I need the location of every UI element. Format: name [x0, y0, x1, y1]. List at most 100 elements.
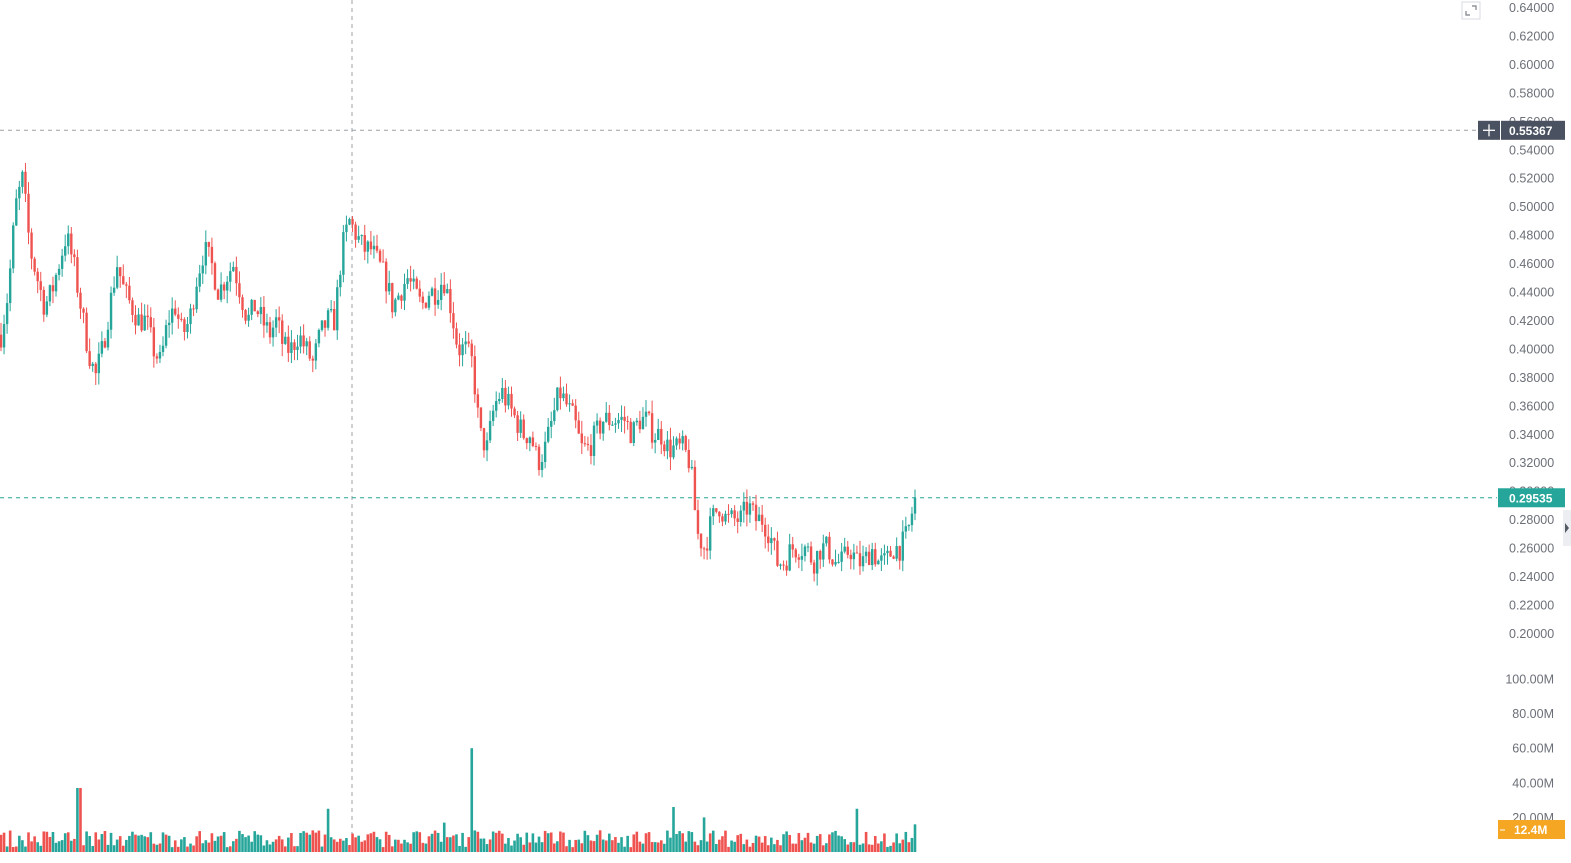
volume-bar — [522, 844, 526, 852]
volume-bar — [354, 837, 357, 852]
candle-body — [357, 236, 360, 240]
volume-bar — [384, 831, 388, 852]
candle-body — [140, 314, 143, 331]
candle-body — [522, 419, 525, 439]
volume-bar — [378, 839, 382, 852]
candle-body — [770, 538, 773, 544]
candle-body — [180, 318, 183, 320]
candle-body — [409, 278, 412, 282]
volume-bar — [118, 836, 122, 852]
volume-bar — [666, 830, 669, 852]
candle-body — [699, 533, 703, 549]
volume-bar — [296, 846, 299, 852]
candle-body — [495, 401, 498, 411]
expand-icon[interactable] — [1461, 1, 1481, 20]
volume-bar — [63, 833, 67, 852]
volume-bar — [895, 833, 898, 852]
volume-bar — [430, 833, 434, 852]
candle-body — [800, 556, 804, 560]
candle-body — [274, 317, 278, 328]
candle-body — [910, 513, 914, 526]
volume-bar — [650, 842, 654, 852]
volume-bar — [568, 839, 571, 852]
volume-bar — [549, 832, 553, 852]
candle-body — [222, 284, 226, 291]
volume-bar — [889, 845, 892, 852]
volume-bar — [467, 837, 470, 852]
volume-bar — [18, 835, 21, 852]
volume-bar — [821, 845, 825, 852]
candle-body — [455, 328, 458, 345]
last-price-tag: 0.29535 — [1498, 488, 1565, 508]
volume-bar — [880, 841, 883, 852]
candle-body — [602, 421, 605, 434]
candle-body — [663, 444, 666, 452]
candle-body — [754, 504, 758, 522]
volume-bar — [488, 839, 492, 852]
candle-body — [767, 536, 770, 544]
candle-body — [653, 439, 657, 443]
price-tick-label: 0.24000 — [1509, 570, 1554, 584]
candle-body — [467, 341, 470, 344]
volume-bar — [302, 831, 305, 852]
volume-bar — [33, 836, 36, 852]
price-axis[interactable]: 0.640000.620000.600000.580000.560000.540… — [1509, 1, 1554, 641]
candle-body — [776, 540, 779, 566]
candle-body — [660, 428, 663, 445]
volume-bar — [675, 834, 678, 852]
candle-body — [70, 233, 73, 255]
candle-body — [177, 314, 180, 319]
candle-body — [348, 218, 351, 225]
candle-body — [30, 232, 33, 259]
volume-bar — [131, 831, 134, 852]
volume-bar — [433, 830, 437, 852]
candle-body — [629, 421, 632, 443]
candle-body — [232, 266, 235, 272]
candle-body — [528, 437, 532, 444]
candle-body — [103, 341, 107, 348]
chevron-right-icon[interactable] — [1563, 510, 1571, 546]
candle-body — [742, 501, 746, 511]
candle-body — [822, 543, 825, 560]
volume-bar — [873, 836, 877, 852]
candle-body — [791, 544, 794, 550]
candle-body — [736, 518, 739, 522]
volume-bar — [308, 834, 312, 852]
price-tick-label: 0.26000 — [1509, 542, 1554, 556]
candle-body — [167, 322, 171, 326]
candle-body — [834, 562, 837, 565]
candle-body — [287, 336, 290, 353]
crosshair-layer — [0, 0, 1497, 852]
volume-bar — [681, 833, 684, 852]
volume-bar — [721, 836, 724, 852]
candle-body — [268, 322, 272, 338]
candle-body — [216, 289, 220, 300]
candle-body — [443, 284, 446, 294]
candle-body — [125, 284, 128, 286]
candle-body — [369, 241, 373, 250]
volume-bar — [663, 843, 666, 852]
volume-series — [0, 748, 917, 852]
candle-body — [852, 552, 856, 560]
candle-body — [550, 421, 553, 427]
volume-bar — [782, 834, 785, 852]
candle-body — [757, 514, 761, 522]
volume-bar — [736, 835, 740, 852]
candle-body — [779, 564, 782, 566]
candle-body — [397, 295, 400, 300]
volume-bar — [128, 835, 131, 852]
volume-bar — [134, 834, 137, 852]
volume-bar — [534, 842, 538, 852]
candle-body — [336, 287, 339, 331]
candle-body — [568, 403, 571, 405]
volume-bar — [400, 843, 403, 852]
volume-bar — [449, 837, 452, 852]
candle-body — [253, 299, 256, 312]
volume-bar — [770, 837, 773, 852]
volume-bar — [345, 838, 348, 852]
volume-bar — [898, 843, 902, 852]
candle-body — [684, 436, 687, 450]
